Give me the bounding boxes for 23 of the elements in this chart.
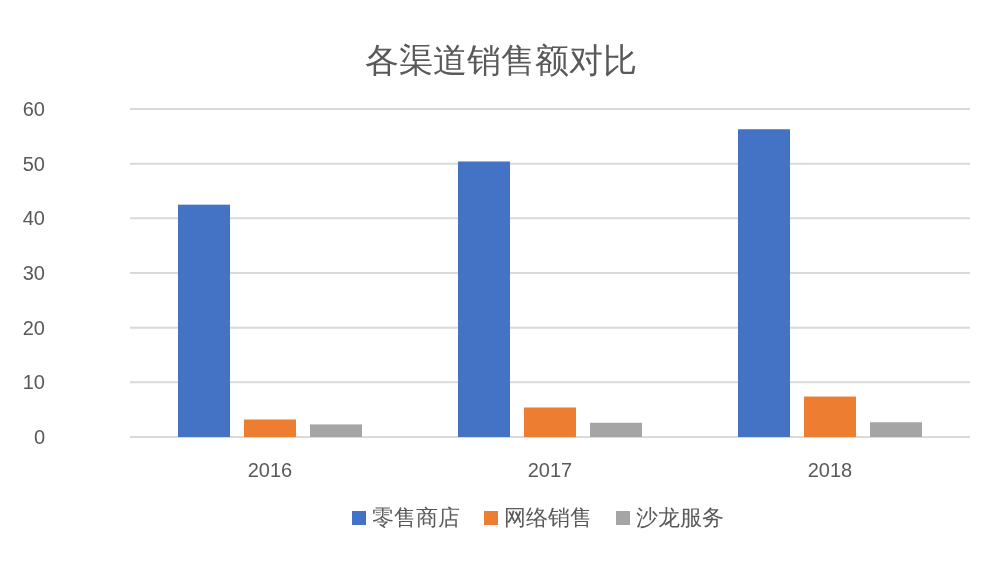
legend-label: 零售商店	[372, 505, 460, 530]
chart-title: 各渠道销售额对比	[365, 41, 637, 79]
y-tick-label: 40	[22, 207, 45, 230]
y-tick-label: 50	[22, 152, 45, 175]
legend-label: 沙龙服务	[636, 505, 724, 530]
bar	[870, 422, 922, 437]
bar	[310, 424, 362, 437]
y-tick-label: 20	[22, 316, 45, 339]
x-tick-label: 2017	[527, 459, 573, 481]
bar	[738, 129, 790, 437]
x-tick-label: 2018	[807, 459, 853, 481]
bar	[178, 204, 230, 437]
bar	[590, 422, 642, 437]
y-tick-label: 10	[22, 371, 45, 394]
y-tick-label: 60	[22, 98, 45, 120]
bar	[244, 419, 296, 437]
y-tick-label: 30	[22, 262, 45, 284]
x-tick-label: 2016	[247, 459, 293, 481]
bar	[458, 161, 510, 437]
bar	[524, 407, 576, 437]
y-tick-label: 0	[33, 426, 45, 448]
legend-label: 网络销售	[504, 505, 592, 530]
bar	[804, 396, 856, 437]
